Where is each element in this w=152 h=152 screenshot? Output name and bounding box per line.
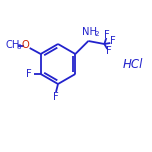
Text: HCl: HCl — [123, 57, 143, 71]
Text: F: F — [53, 92, 59, 102]
Text: F: F — [111, 36, 116, 46]
Text: NH: NH — [82, 27, 97, 37]
Text: 2: 2 — [95, 31, 99, 37]
Text: CH: CH — [5, 40, 20, 50]
Text: F: F — [106, 46, 112, 56]
Text: 3: 3 — [17, 44, 21, 50]
Text: F: F — [26, 69, 32, 79]
Text: F: F — [104, 30, 110, 40]
Text: O: O — [22, 40, 29, 50]
